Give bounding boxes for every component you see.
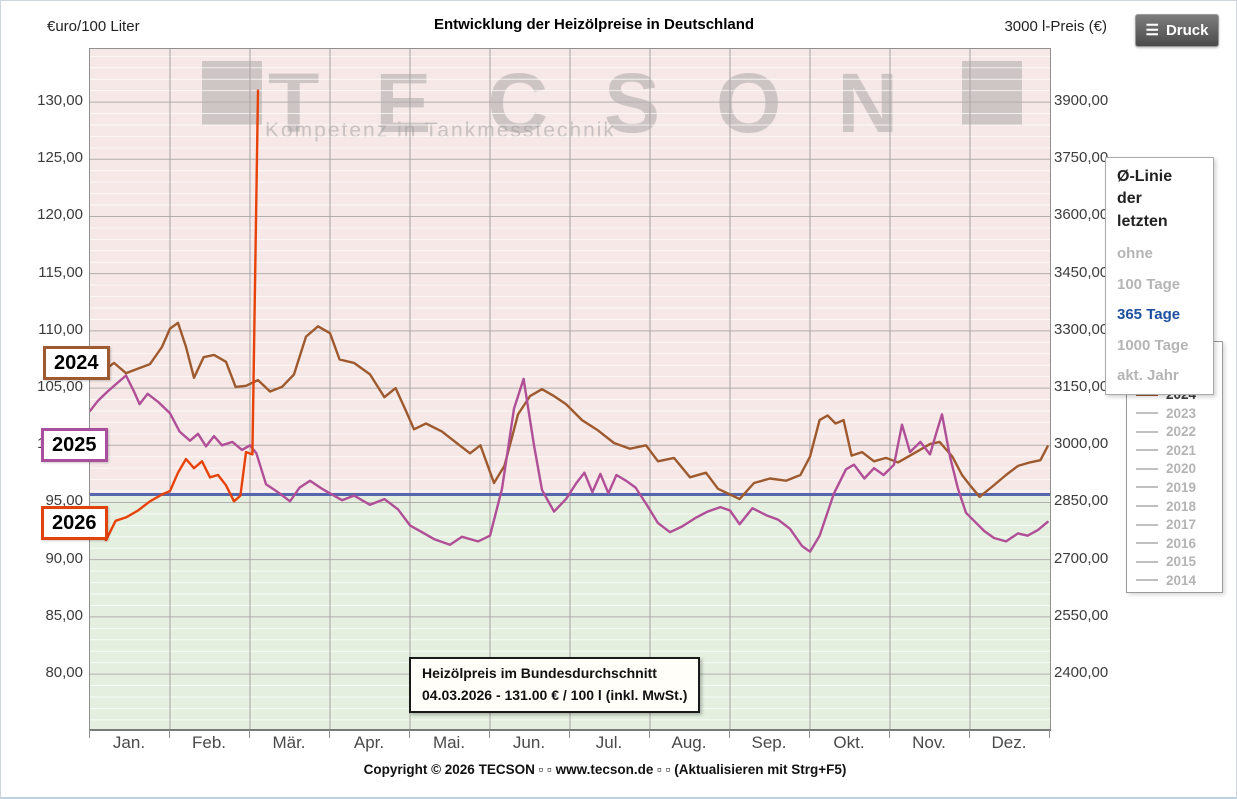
watermark-logo: TECSON	[268, 56, 955, 150]
legend-year-2018[interactable]: 2018	[1127, 497, 1222, 516]
year-line-label-2026: 2026	[41, 506, 108, 540]
page-title: Entwicklung der Heizölpreise in Deutschl…	[433, 16, 755, 33]
print-button[interactable]: ☰ Druck	[1135, 14, 1219, 47]
y-axis-label-right: 3450,00	[1054, 263, 1109, 281]
menu-icon: ☰	[1145, 22, 1159, 39]
avg-option-100-tage[interactable]: 100 Tage	[1117, 275, 1181, 293]
year-line-label-2024: 2024	[43, 346, 110, 380]
month-label: Jun.	[512, 733, 546, 752]
y-axis-label-left: 80,00	[45, 664, 83, 682]
month-label: Jul.	[595, 733, 623, 752]
legend-year-2023[interactable]: 2023	[1127, 404, 1222, 423]
watermark-block-right	[962, 61, 1022, 125]
legend-year-2015[interactable]: 2015	[1127, 553, 1222, 572]
right-axis-title: 3000 l-Preis (€)	[1004, 18, 1107, 35]
legend-line-swatch	[1136, 505, 1158, 508]
y-axis-label-left: 90,00	[45, 549, 83, 567]
legend-line-swatch	[1136, 412, 1158, 415]
average-line-panel: Ø-Linie der letzten ohne 100 Tage 365 Tage…	[1105, 157, 1214, 395]
legend-line-swatch	[1136, 560, 1158, 563]
y-axis-label-right: 2400,00	[1054, 664, 1109, 682]
month-tick	[409, 730, 410, 738]
month-tick	[649, 730, 650, 738]
month-tick	[169, 730, 170, 738]
month-label: Aug.	[671, 733, 707, 752]
month-label: Okt.	[833, 733, 865, 752]
month-label: Feb.	[191, 733, 227, 752]
month-label: Sep.	[751, 733, 787, 752]
tooltip-value: 04.03.2026 - 131.00 € / 100 l (inkl. MwS…	[422, 686, 688, 703]
y-axis-label-right: 2700,00	[1054, 549, 1109, 567]
y-axis-label-left: 110,00	[38, 320, 83, 338]
avg-option-akt-jahr[interactable]: akt. Jahr	[1117, 367, 1179, 385]
month-label: Nov.	[912, 733, 946, 752]
month-tick	[249, 730, 250, 738]
month-label: Dez.	[991, 733, 1027, 752]
average-panel-title: Ø-Linie der letzten	[1117, 168, 1173, 230]
y-axis-label-right: 3900,00	[1054, 92, 1109, 110]
left-axis-title: €uro/100 Liter	[47, 18, 140, 35]
month-tick	[809, 730, 810, 738]
month-tick	[729, 730, 730, 738]
y-axis-label-left: 120,00	[37, 206, 83, 224]
y-axis-label-left: 85,00	[45, 606, 83, 624]
copyright-line: Copyright © 2026 TECSON ▫ ▫ www.tecson.d…	[363, 762, 847, 777]
month-tick	[329, 730, 330, 738]
legend-year-2022[interactable]: 2022	[1127, 422, 1222, 441]
y-axis-label-left: 105,00	[37, 378, 83, 396]
month-tick	[889, 730, 890, 738]
chart-canvas	[90, 49, 1050, 729]
y-axis-label-left: 130,00	[37, 92, 83, 110]
month-tick	[489, 730, 490, 738]
legend-year-2019[interactable]: 2019	[1127, 478, 1222, 497]
month-label: Apr.	[353, 733, 385, 752]
tooltip-title: Heizölpreis im Bundesdurchschnitt	[422, 665, 657, 681]
legend-year-2014[interactable]: 2014	[1127, 571, 1222, 590]
y-axis-label-left: 115,00	[38, 263, 83, 281]
legend-line-swatch	[1136, 486, 1158, 489]
legend-year-2017[interactable]: 2017	[1127, 515, 1222, 534]
avg-option-ohne[interactable]: ohne	[1117, 245, 1153, 263]
y-axis-label-right: 2550,00	[1054, 606, 1109, 624]
y-axis-label-left: 95,00	[45, 492, 83, 510]
legend-line-swatch	[1136, 542, 1158, 545]
month-tick	[89, 730, 90, 738]
legend-line-swatch	[1136, 523, 1158, 526]
legend-line-swatch	[1136, 467, 1158, 470]
legend-year-2016[interactable]: 2016	[1127, 534, 1222, 553]
price-tooltip: Heizölpreis im Bundesdurchschnitt 04.03.…	[409, 657, 701, 714]
price-chart-plot[interactable]: TECSON Kompetenz in Tankmesstechnik	[89, 48, 1051, 731]
y-axis-label-left: 125,00	[37, 149, 83, 167]
legend-line-swatch	[1136, 430, 1158, 433]
month-tick	[1049, 730, 1050, 738]
y-axis-label-right: 3750,00	[1054, 149, 1109, 167]
year-line-label-2025: 2025	[41, 428, 108, 462]
y-axis-label-right: 3600,00	[1054, 206, 1109, 224]
legend-line-swatch	[1136, 449, 1158, 452]
month-label: Mär.	[272, 733, 306, 752]
month-label: Mai.	[432, 733, 466, 752]
month-tick	[969, 730, 970, 738]
y-axis-label-right: 2850,00	[1054, 492, 1109, 510]
month-tick	[569, 730, 570, 738]
watermark-block-left	[202, 61, 262, 125]
y-axis-label-right: 3150,00	[1054, 378, 1109, 396]
print-button-label: Druck	[1165, 22, 1209, 39]
month-label: Jan.	[112, 733, 146, 752]
legend-year-2020[interactable]: 2020	[1127, 460, 1222, 479]
legend-year-2021[interactable]: 2021	[1127, 441, 1222, 460]
y-axis-label-right: 3000,00	[1054, 435, 1109, 453]
legend-line-swatch	[1136, 579, 1158, 582]
avg-option-1000-tage[interactable]: 1000 Tage	[1117, 336, 1189, 354]
y-axis-label-right: 3300,00	[1054, 320, 1109, 338]
avg-option-365-tage[interactable]: 365 Tage	[1117, 306, 1181, 324]
